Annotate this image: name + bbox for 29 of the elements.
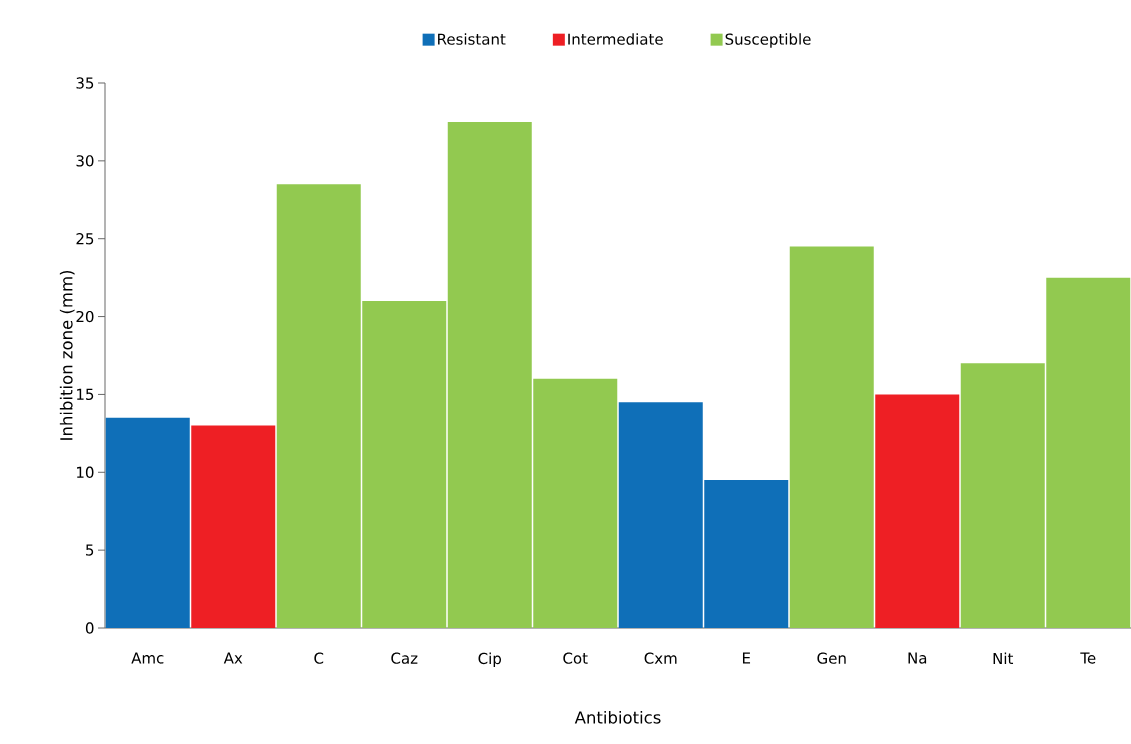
- x-tick-label: E: [742, 652, 751, 664]
- bar: [105, 417, 190, 628]
- legend-label: Susceptible: [725, 33, 811, 48]
- x-tick-label: Cxm: [644, 652, 677, 664]
- x-tick-label: Amc: [131, 652, 164, 664]
- x-axis-title: Antibiotics: [574, 710, 661, 724]
- y-axis-title: Inhibition zone (mm): [59, 270, 75, 440]
- bar: [875, 394, 960, 628]
- x-tick-label: C: [314, 652, 324, 664]
- y-tick-label: 20: [76, 310, 94, 323]
- y-tick-label: 30: [76, 155, 94, 167]
- y-tick-label: 15: [77, 388, 94, 401]
- y-tick-label: 35: [76, 77, 94, 89]
- x-tick-label: Cot: [563, 652, 588, 664]
- y-tick-label: 0: [85, 622, 94, 634]
- x-tick-label: Nit: [993, 652, 1014, 664]
- x-tick-label: Caz: [391, 652, 418, 664]
- bar: [789, 246, 874, 628]
- legend-label: Intermediate: [568, 33, 663, 45]
- y-tick-label: 10: [77, 466, 94, 478]
- x-tick-label: Ax: [223, 652, 243, 664]
- legend-label: Resistant: [438, 33, 506, 45]
- y-tick-label: 5: [86, 544, 94, 556]
- y-tick-label: 25: [76, 233, 94, 245]
- bar: [191, 425, 276, 628]
- x-tick-label: Te: [1080, 652, 1096, 664]
- x-tick-label: Na: [908, 652, 927, 664]
- x-tick-label: Gen: [817, 652, 846, 664]
- x-tick-label: Cip: [478, 652, 502, 668]
